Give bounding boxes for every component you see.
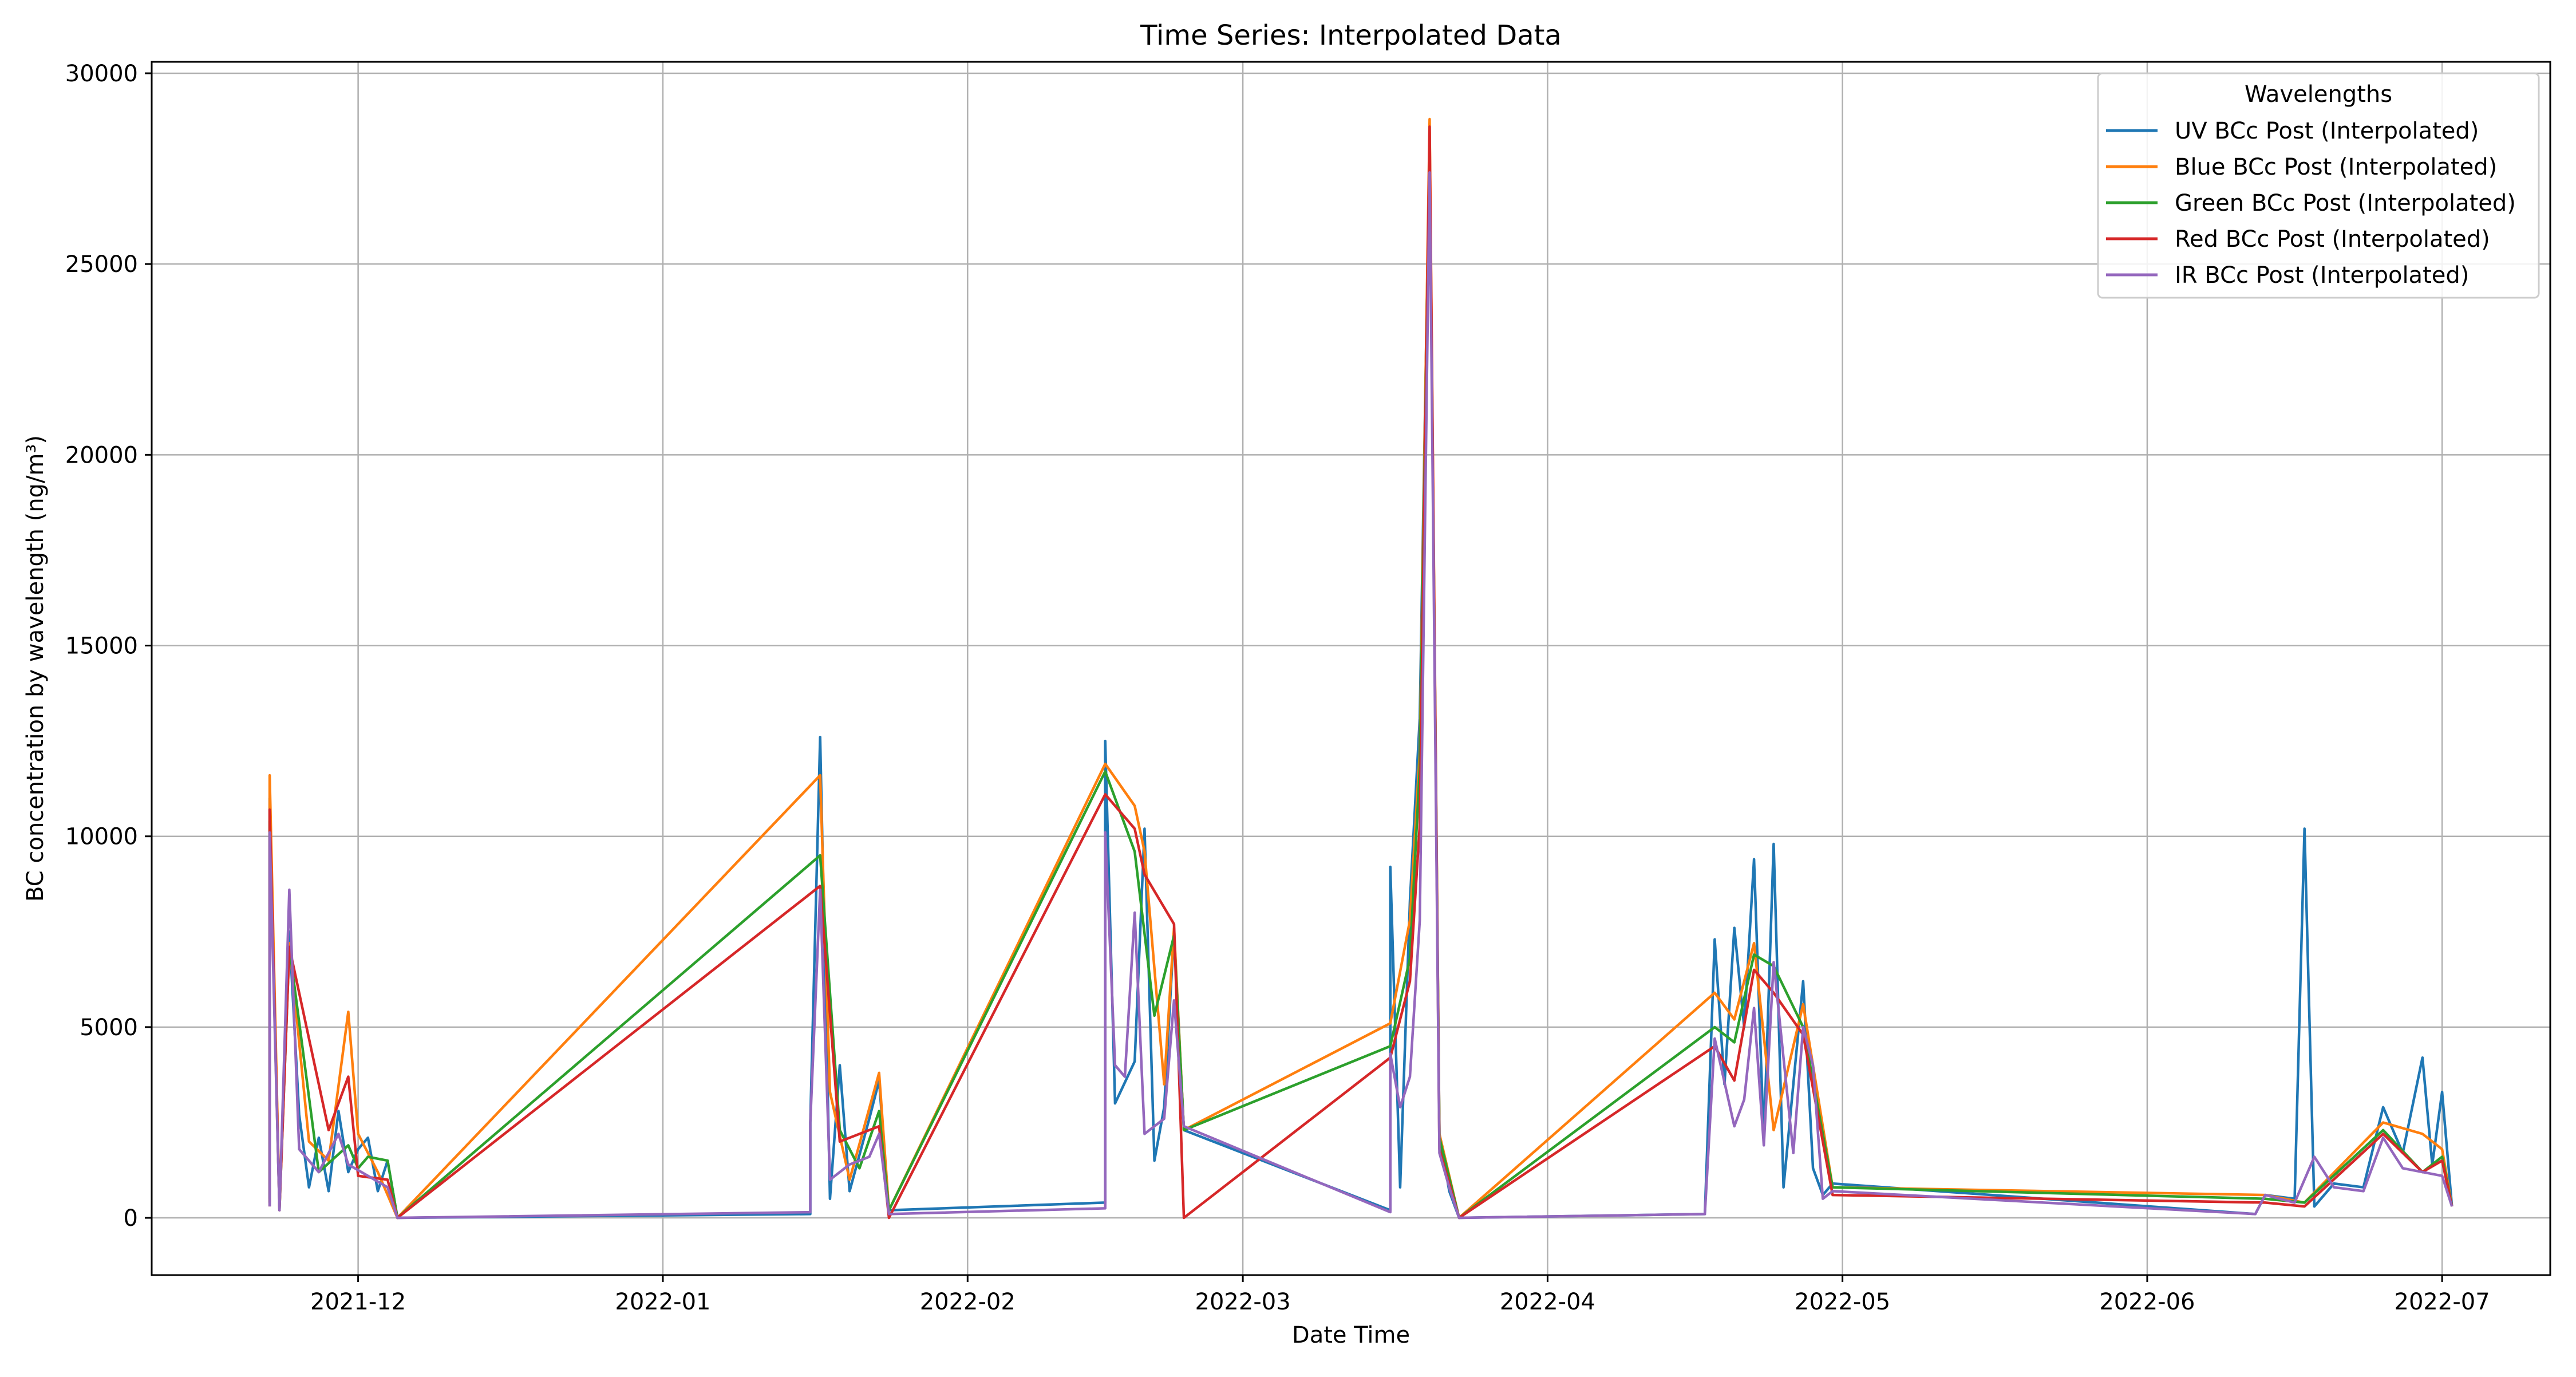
x-tick-label: 2022-06 — [2099, 1289, 2195, 1315]
y-tick-label: 20000 — [65, 442, 138, 468]
y-tick-label: 15000 — [65, 633, 138, 660]
legend-entry-0: UV BCc Post (Interpolated) — [2175, 118, 2479, 144]
legend-entry-3: Red BCc Post (Interpolated) — [2175, 226, 2490, 252]
legend: Wavelengths UV BCc Post (Interpolated) Blu… — [2097, 72, 2540, 299]
chart-title: Time Series: Interpolated Data — [1140, 19, 1562, 52]
x-tick-label: 2022-03 — [1195, 1289, 1291, 1315]
legend-entry-4: IR BCc Post (Interpolated) — [2175, 262, 2469, 289]
y-axis-label: BC concentration by wavelength (ng/m³) — [22, 435, 49, 902]
series-layer — [268, 117, 2453, 1220]
x-tick-label: 2022-01 — [615, 1289, 710, 1315]
x-tick-label: 2022-05 — [1795, 1289, 1890, 1315]
y-tick-label: 5000 — [80, 1015, 138, 1041]
legend-title: Wavelengths — [2245, 81, 2392, 108]
x-tick-label: 2022-04 — [1500, 1289, 1595, 1315]
legend-entry-1: Blue BCc Post (Interpolated) — [2175, 154, 2497, 180]
plot-area-frame — [151, 61, 2551, 1276]
y-tick-label: 25000 — [65, 251, 138, 278]
x-tick-label: 2021-12 — [310, 1289, 406, 1315]
x-axis-label: Date Time — [1292, 1322, 1410, 1348]
y-tick-label: 0 — [124, 1205, 138, 1232]
series-line-4 — [268, 171, 2453, 1220]
legend-entry-2: Green BCc Post (Interpolated) — [2175, 190, 2516, 216]
x-tick-label: 2022-07 — [2395, 1289, 2490, 1315]
y-tick-label: 10000 — [65, 824, 138, 850]
ticks-layer: 2021-12 2022-01 2022-02 2022-03 2022-04 2022-… — [65, 61, 2490, 1315]
legend-box — [2097, 72, 2540, 299]
x-tick-label: 2022-02 — [920, 1289, 1016, 1315]
y-tick-label: 30000 — [65, 61, 138, 87]
